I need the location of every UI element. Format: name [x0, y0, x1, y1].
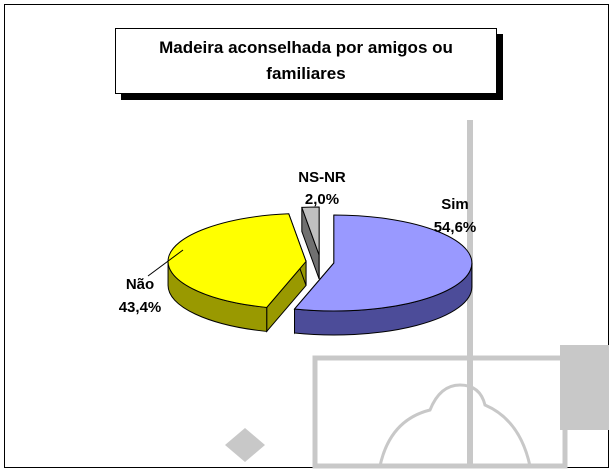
- pie: [168, 207, 472, 335]
- chart-title: Madeira aconselhada por amigos ou famili…: [115, 28, 497, 94]
- page: Sim 54,6% Não 43,4% NS-NR 2,0% Madeira aconse…: [0, 0, 615, 470]
- value-label: 54,6%: [434, 219, 477, 236]
- watermark-rect: [315, 358, 565, 466]
- watermark-block: [560, 345, 609, 430]
- watermark-diamond: [225, 428, 265, 462]
- value-label: 2,0%: [305, 191, 339, 208]
- value-label: 43,4%: [119, 299, 162, 316]
- slice-label: Não: [126, 276, 154, 293]
- slice-label: Sim: [441, 196, 469, 213]
- slice-label: NS-NR: [298, 169, 346, 186]
- watermark-figure: [380, 385, 530, 466]
